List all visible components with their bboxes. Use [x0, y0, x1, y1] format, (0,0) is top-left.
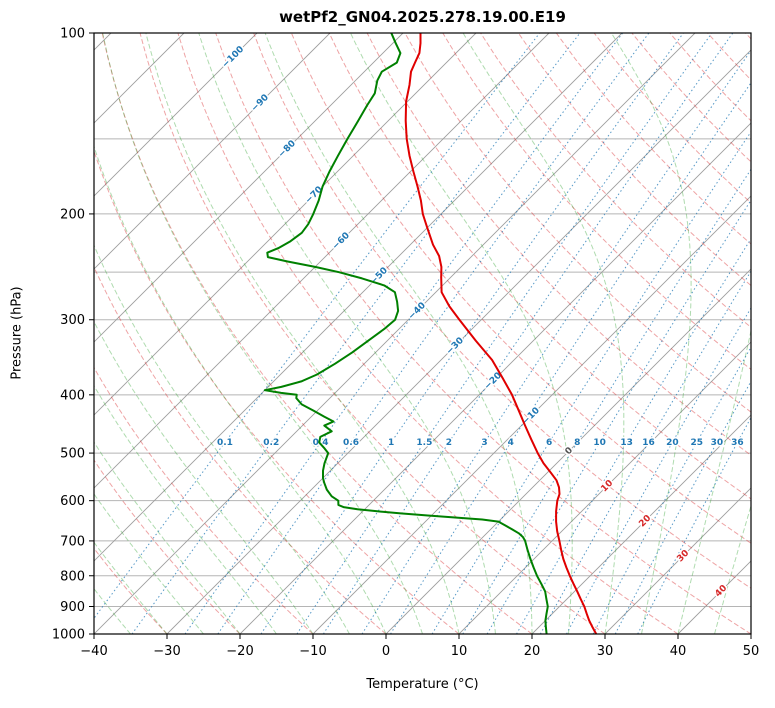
line-label: −90 [250, 93, 271, 114]
tick-label: 700 [60, 534, 85, 549]
line-label: 4 [508, 438, 514, 448]
pressure-gridlines [94, 33, 751, 634]
tick-label: 800 [60, 569, 85, 584]
tick-label: 400 [60, 388, 85, 403]
chart-title: wetPf2_GN04.2025.278.19.00.E19 [279, 8, 566, 26]
line-label: 30 [675, 548, 691, 564]
line-label: −80 [277, 139, 298, 160]
line-label: 0.2 [263, 438, 279, 448]
line-label: 40 [713, 583, 729, 599]
tick-label: 50 [743, 644, 760, 659]
tick-label: 600 [60, 494, 85, 509]
line-label: 1.5 [416, 438, 432, 448]
plot-border [93, 32, 752, 635]
line-label: 20 [666, 438, 679, 448]
line-label: 0.6 [343, 438, 359, 448]
tick-label: −20 [226, 644, 253, 659]
line-label: 13 [620, 438, 633, 448]
line-label: 36 [731, 438, 744, 448]
tick-label: 300 [60, 313, 85, 328]
line-label: 16 [642, 438, 655, 448]
tick-label: 20 [524, 644, 541, 659]
dewpoint-curve [263, 33, 549, 634]
moist-adiabats [94, 33, 751, 634]
tick-label: 900 [60, 600, 85, 615]
line-label: 3 [481, 438, 487, 448]
line-label: 6 [546, 438, 552, 448]
line-label: 20 [637, 513, 653, 529]
x-axis-label: Temperature (°C) [366, 677, 479, 692]
tick-label: 100 [60, 27, 85, 42]
line-labels: −100−90−80−70−60−50−40−30−20−10010203040… [216, 43, 746, 601]
line-label: 10 [593, 438, 606, 448]
tick-label: −10 [299, 644, 326, 659]
isotherm-lines [94, 33, 751, 634]
tick-label: 40 [670, 644, 687, 659]
line-label: −60 [331, 231, 352, 252]
line-label: 0.1 [217, 438, 233, 448]
tick-label: 1000 [52, 628, 85, 643]
mixing-ratio-lines [94, 33, 751, 634]
tick-label: 10 [451, 644, 468, 659]
tick-label: 30 [597, 644, 614, 659]
temperature-curve [404, 33, 598, 634]
tick-label: −30 [153, 644, 180, 659]
tick-label: 0 [382, 644, 390, 659]
line-label: 8 [574, 438, 580, 448]
plot-area: −100−90−80−70−60−50−40−30−20−10010203040… [94, 33, 751, 634]
line-label: 25 [690, 438, 703, 448]
line-label: 30 [711, 438, 724, 448]
tick-label: −40 [80, 644, 107, 659]
line-label: 2 [446, 438, 452, 448]
profiles [263, 33, 598, 634]
line-label: −40 [407, 301, 428, 322]
line-label: −100 [221, 45, 247, 71]
tick-label: 500 [60, 447, 85, 462]
tick-label: 200 [60, 207, 85, 222]
line-label: 1 [388, 438, 394, 448]
